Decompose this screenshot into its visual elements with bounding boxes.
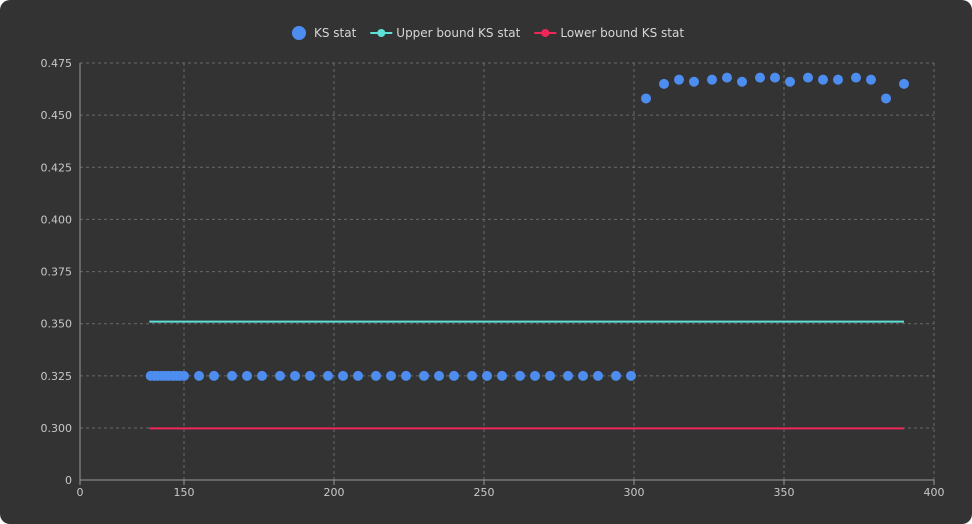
ks-stat-point <box>689 76 699 87</box>
ks-stat-point <box>833 74 843 85</box>
ks-stat-point <box>866 74 876 85</box>
ks-stat-point <box>353 370 363 381</box>
ks-stat-point <box>641 93 651 104</box>
x-tick-label: 300 <box>624 486 645 499</box>
legend-marker-symbol <box>377 29 386 37</box>
y-tick-label: 0.475 <box>41 57 73 70</box>
legend: KS stat Upper bound KS stat Lower bound KS… <box>291 26 684 40</box>
x-tick-label: 350 <box>774 486 795 499</box>
ks-stat-point <box>770 72 780 83</box>
ks-stat-point <box>227 370 237 381</box>
ks-stat-point <box>497 370 507 381</box>
x-tick-label: 250 <box>474 486 495 499</box>
ks-stat-point <box>881 93 891 104</box>
ks-stat-point <box>323 370 333 381</box>
ks-stat-point <box>593 370 603 381</box>
ks-stat-point <box>611 370 621 381</box>
ks-stat-point <box>401 370 411 381</box>
axes: 0 0.300 0.325 0.350 0.375 0.400 0.425 0.450 0.47… <box>41 57 945 499</box>
ks-stat-point <box>371 370 381 381</box>
x-tick-label: 200 <box>324 486 345 499</box>
ks-stat-point <box>386 370 396 381</box>
ks-stat-point <box>755 72 765 83</box>
ks-stat-point <box>209 370 219 381</box>
y-tick-label: 0.375 <box>41 266 73 279</box>
ks-stat-point <box>818 74 828 85</box>
ks-stat-point <box>419 370 429 381</box>
ks-stat-point <box>626 370 636 381</box>
ks-stat-point <box>707 74 717 85</box>
ks-stat-point <box>785 76 795 87</box>
ks-stat-point <box>257 370 267 381</box>
ks-stat-point <box>449 370 459 381</box>
legend-label: KS stat <box>314 26 357 40</box>
ks-stat-point <box>722 72 732 83</box>
x-tick-label: 0 <box>77 486 84 499</box>
ks-stat-point <box>275 370 285 381</box>
y-tick-label: 0.300 <box>41 422 73 435</box>
ks-stat-point <box>434 370 444 381</box>
y-tick-label: 0.450 <box>41 109 73 122</box>
ks-stat-point <box>482 370 492 381</box>
ks-stat-point <box>563 370 573 381</box>
ks-stat-point <box>851 72 861 83</box>
y-tick-label: 0.425 <box>41 161 73 174</box>
legend-label: Upper bound KS stat <box>396 26 520 40</box>
ks-stat-point <box>194 370 204 381</box>
legend-item-ks-stat: KS stat <box>291 26 357 40</box>
ks-stat-point <box>674 74 684 85</box>
ks-stat-point <box>338 370 348 381</box>
ks-stat-point <box>242 370 252 381</box>
legend-item-upper-bound-ks-stat: Upper bound KS stat <box>370 26 521 40</box>
y-tick-label: 0.350 <box>41 318 73 331</box>
ks-stat-point <box>467 370 477 381</box>
ks-stat-point <box>305 370 315 381</box>
legend-marker-symbol <box>541 29 550 37</box>
y-tick-label: 0.325 <box>41 370 73 383</box>
x-tick-label: 400 <box>924 486 945 499</box>
ks-stat-point <box>515 370 525 381</box>
ks-stat-point <box>899 78 909 89</box>
ks-stat-point <box>659 78 669 89</box>
ks-stat-point <box>545 370 555 381</box>
y-tick-label: 0.400 <box>41 213 73 226</box>
x-tick-label: 150 <box>174 486 195 499</box>
grid <box>80 62 935 480</box>
ks-stat-point <box>530 370 540 381</box>
legend-label: Lower bound KS stat <box>560 26 684 40</box>
y-tick-label: 0 <box>65 474 72 487</box>
series-layer <box>145 72 909 430</box>
ks-stat-point <box>578 370 588 381</box>
ks-stat-point <box>290 370 300 381</box>
ks-stat-point <box>803 72 813 83</box>
ks-stat-point <box>179 370 189 381</box>
legend-item-lower-bound-ks-stat: Lower bound KS stat <box>534 26 684 40</box>
legend-marker-symbol <box>291 26 306 40</box>
ks-stat-point <box>737 76 747 87</box>
